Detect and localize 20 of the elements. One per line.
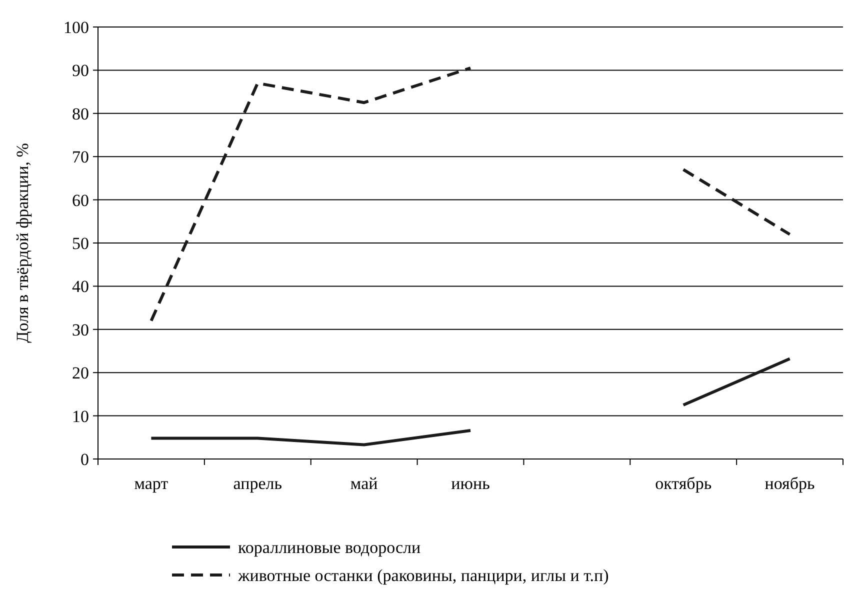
x-tick-label: июнь (451, 474, 490, 493)
y-tick-label: 0 (80, 450, 89, 469)
legend-label: кораллиновые водоросли (238, 538, 421, 557)
y-tick-label: 40 (72, 277, 89, 296)
y-tick-label: 60 (72, 190, 89, 210)
x-tick-label: май (350, 474, 378, 493)
y-tick-label: 20 (72, 364, 89, 383)
y-tick-label: 10 (72, 406, 89, 426)
y-tick-label: 100 (64, 18, 89, 37)
y-tick-label: 30 (72, 320, 89, 340)
x-tick-label: апрель (233, 474, 282, 493)
legend-label: животные останки (раковины, панцири, иглы и т.п) (237, 566, 609, 585)
x-tick-label: октябрь (655, 474, 712, 493)
y-tick-label: 90 (72, 61, 89, 80)
y-tick-label: 80 (72, 104, 89, 124)
y-tick-label: 70 (72, 148, 89, 167)
x-tick-label: март (134, 474, 169, 493)
x-tick-label: ноябрь (764, 474, 816, 493)
y-tick-label: 50 (72, 234, 89, 253)
y-axis-title: Доля в твёрдой фракции, % (13, 143, 32, 343)
